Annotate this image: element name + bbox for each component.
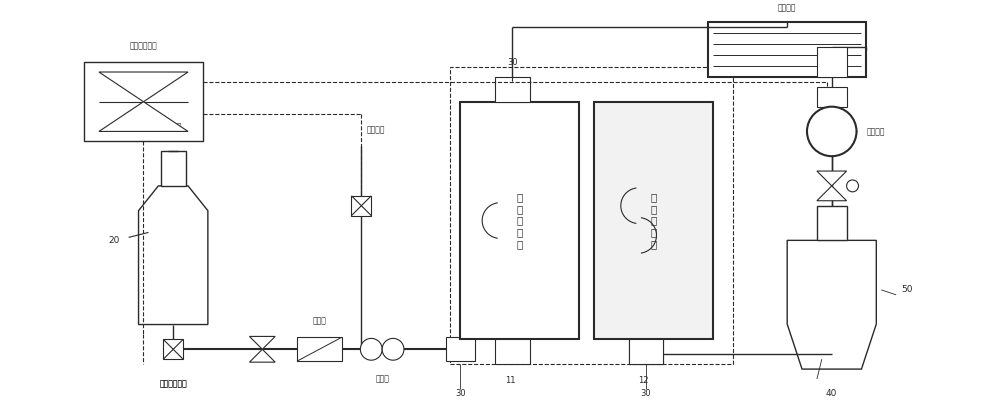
Bar [84,62,203,141]
Text: 过滤器: 过滤器 [312,317,326,326]
Circle shape [382,339,404,360]
Text: 50: 50 [901,285,913,294]
Polygon shape [139,186,208,325]
Circle shape [847,180,858,192]
Bar [460,102,579,339]
Circle shape [807,107,857,156]
Text: 智能控制系统: 智能控制系统 [130,41,157,50]
Bar [446,337,475,361]
Text: 20: 20 [109,236,120,245]
Polygon shape [817,186,847,201]
Bar [495,339,530,364]
Bar [297,337,342,361]
Text: 第
一
变
压
器: 第 一 变 压 器 [517,192,523,249]
Text: 12: 12 [638,376,649,386]
Polygon shape [249,336,275,349]
Text: 30: 30 [455,389,466,398]
Text: 高压氮气: 高压氮气 [366,126,385,134]
Text: 气动和电磁阀: 气动和电磁阀 [159,379,187,388]
Text: 11: 11 [505,376,515,386]
Bar [594,102,713,339]
Text: 30: 30 [507,58,518,67]
Bar [450,67,733,364]
Bar [495,77,530,102]
Text: 过滤装置: 过滤装置 [866,127,885,136]
Text: 冷却装置: 冷却装置 [778,4,796,13]
Polygon shape [787,240,876,369]
Polygon shape [99,72,188,102]
Text: 30: 30 [641,389,651,398]
Text: 第
二
变
压
器: 第 二 变 压 器 [650,192,657,249]
Polygon shape [249,349,275,362]
Bar [708,23,866,77]
Bar [817,87,847,107]
Bar [629,339,663,364]
Text: 气动和电磁阀: 气动和电磁阀 [159,379,187,388]
Text: 流量计: 流量计 [375,374,389,383]
Bar [629,339,663,364]
Bar [351,196,371,215]
Bar [817,206,847,240]
Bar [817,47,847,77]
Polygon shape [817,171,847,186]
Bar [163,339,183,359]
Bar [161,151,186,186]
Text: 高压氮气: 高压氮气 [164,122,182,131]
Circle shape [360,339,382,360]
Text: 40: 40 [826,389,837,398]
Polygon shape [99,102,188,131]
